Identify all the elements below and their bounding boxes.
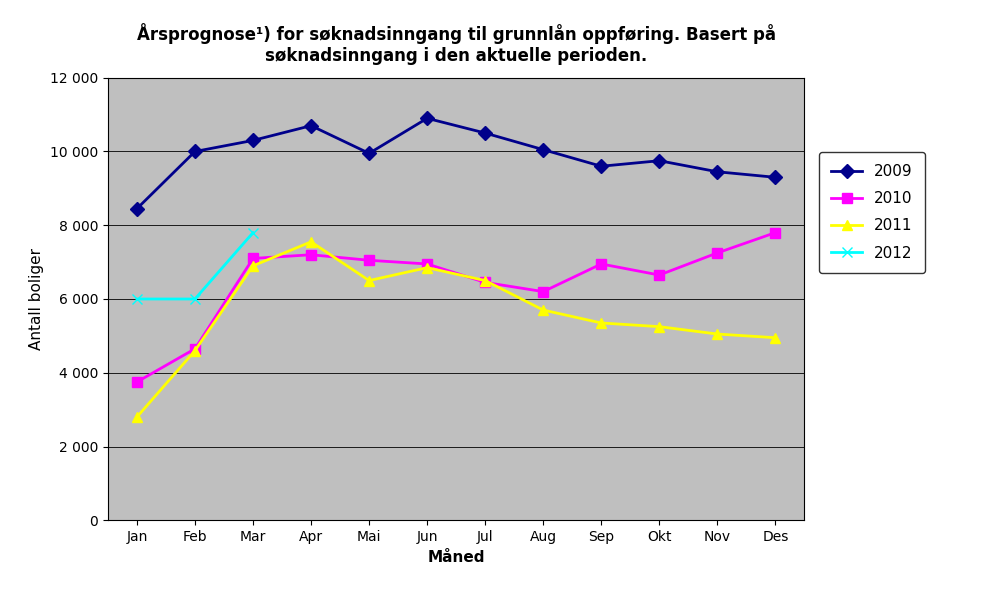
2012 bbox=[131, 295, 143, 303]
2009 bbox=[769, 173, 781, 181]
2011 bbox=[305, 238, 317, 245]
2011 bbox=[421, 264, 433, 271]
2010 bbox=[189, 345, 201, 352]
2010 bbox=[480, 279, 491, 286]
2011 bbox=[653, 323, 665, 330]
2011 bbox=[538, 306, 549, 313]
2011 bbox=[480, 277, 491, 284]
Line: 2009: 2009 bbox=[132, 114, 780, 213]
2010 bbox=[595, 260, 607, 267]
2010 bbox=[538, 288, 549, 295]
2009 bbox=[305, 122, 317, 129]
2010 bbox=[131, 379, 143, 386]
2010 bbox=[363, 257, 375, 264]
2009 bbox=[247, 137, 259, 144]
2010 bbox=[305, 251, 317, 258]
2010 bbox=[247, 255, 259, 262]
2010 bbox=[653, 271, 665, 279]
2012 bbox=[247, 229, 259, 236]
2009 bbox=[595, 163, 607, 170]
2010 bbox=[769, 229, 781, 236]
2011 bbox=[189, 347, 201, 354]
2012 bbox=[189, 295, 201, 303]
X-axis label: Måned: Måned bbox=[428, 550, 485, 565]
2011 bbox=[595, 319, 607, 327]
2009 bbox=[131, 205, 143, 212]
2011 bbox=[131, 413, 143, 420]
Line: 2010: 2010 bbox=[132, 228, 780, 387]
2009 bbox=[711, 168, 723, 175]
2009 bbox=[653, 157, 665, 164]
Line: 2012: 2012 bbox=[132, 228, 258, 304]
2009 bbox=[538, 146, 549, 153]
2009 bbox=[363, 150, 375, 157]
Y-axis label: Antall boliger: Antall boliger bbox=[29, 248, 44, 350]
Line: 2011: 2011 bbox=[132, 237, 780, 422]
Title: Årsprognose¹) for søknadsinngang til grunnlån oppføring. Basert på
søknadsinngan: Årsprognose¹) for søknadsinngang til gru… bbox=[136, 23, 776, 65]
2009 bbox=[189, 148, 201, 155]
2011 bbox=[711, 331, 723, 338]
2009 bbox=[421, 115, 433, 122]
2011 bbox=[363, 277, 375, 284]
2011 bbox=[769, 334, 781, 341]
2009 bbox=[480, 130, 491, 137]
Legend: 2009, 2010, 2011, 2012: 2009, 2010, 2011, 2012 bbox=[819, 152, 925, 273]
2011 bbox=[247, 263, 259, 270]
2010 bbox=[421, 260, 433, 267]
2010 bbox=[711, 249, 723, 257]
